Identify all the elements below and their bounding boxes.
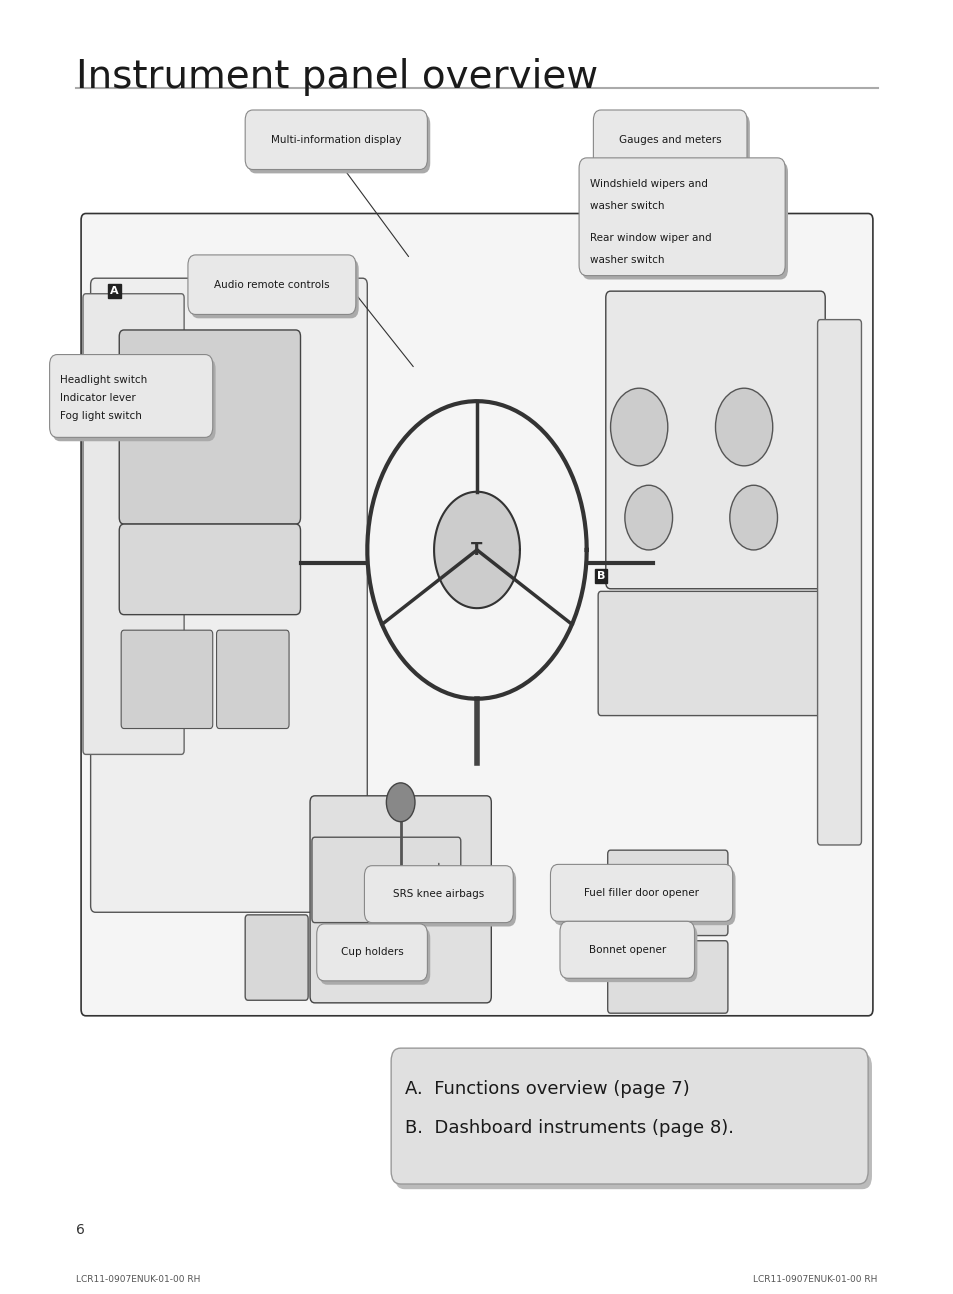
FancyBboxPatch shape [395,1053,871,1189]
FancyBboxPatch shape [310,796,491,1003]
FancyBboxPatch shape [553,868,735,925]
Text: Fog light switch: Fog light switch [60,411,142,422]
Circle shape [610,388,667,466]
Text: washer switch: washer switch [589,255,663,265]
FancyBboxPatch shape [578,158,784,276]
Text: 6: 6 [76,1223,85,1237]
FancyBboxPatch shape [245,110,427,170]
FancyBboxPatch shape [596,114,749,173]
Text: Gauges and meters: Gauges and meters [618,135,720,145]
FancyBboxPatch shape [319,928,430,985]
FancyBboxPatch shape [598,591,841,716]
Text: Fuel filler door opener: Fuel filler door opener [583,888,699,898]
FancyBboxPatch shape [119,524,300,615]
FancyBboxPatch shape [391,1048,867,1184]
Text: LCR11-0907ENUK-01-00 RH: LCR11-0907ENUK-01-00 RH [76,1275,200,1284]
FancyBboxPatch shape [607,850,727,936]
FancyBboxPatch shape [248,114,430,173]
FancyBboxPatch shape [593,110,746,170]
FancyBboxPatch shape [364,866,513,923]
Text: Audio remote controls: Audio remote controls [213,280,330,290]
FancyBboxPatch shape [312,837,460,923]
Circle shape [729,485,777,550]
FancyBboxPatch shape [83,294,184,754]
FancyBboxPatch shape [81,214,872,1016]
FancyBboxPatch shape [50,355,213,437]
Text: washer switch: washer switch [589,201,663,211]
FancyBboxPatch shape [119,330,300,524]
FancyBboxPatch shape [316,924,427,981]
Text: Bonnet opener: Bonnet opener [588,945,665,955]
Text: T: T [471,541,482,559]
FancyBboxPatch shape [817,320,861,845]
Text: B: B [597,571,604,581]
FancyBboxPatch shape [607,941,727,1013]
Text: A: A [110,286,119,296]
Text: Indicator lever: Indicator lever [60,393,135,404]
FancyBboxPatch shape [91,278,367,912]
Text: A.  Functions overview (page 7): A. Functions overview (page 7) [405,1080,689,1099]
Polygon shape [434,492,519,608]
Circle shape [715,388,772,466]
FancyBboxPatch shape [188,255,355,314]
FancyBboxPatch shape [191,259,358,318]
Text: Multi-information display: Multi-information display [271,135,401,145]
Text: SRS knee airbags: SRS knee airbags [393,889,484,899]
FancyBboxPatch shape [367,870,516,927]
Text: Rear window wiper and: Rear window wiper and [589,233,710,243]
FancyBboxPatch shape [559,921,694,978]
FancyBboxPatch shape [52,358,215,441]
Text: LCR11-0907ENUK-01-00 RH: LCR11-0907ENUK-01-00 RH [753,1275,877,1284]
Text: Headlight switch: Headlight switch [60,375,147,386]
FancyBboxPatch shape [216,630,289,729]
Text: Windshield wipers and: Windshield wipers and [589,179,707,189]
Text: Instrument panel overview: Instrument panel overview [76,58,598,96]
Text: Cup holders: Cup holders [340,947,403,958]
FancyBboxPatch shape [121,630,213,729]
FancyBboxPatch shape [562,925,697,982]
Circle shape [386,783,415,822]
Circle shape [624,485,672,550]
FancyBboxPatch shape [550,864,732,921]
FancyBboxPatch shape [245,915,308,1000]
FancyBboxPatch shape [581,162,787,280]
Text: B.  Dashboard instruments (page 8).: B. Dashboard instruments (page 8). [405,1119,734,1137]
FancyBboxPatch shape [605,291,824,589]
